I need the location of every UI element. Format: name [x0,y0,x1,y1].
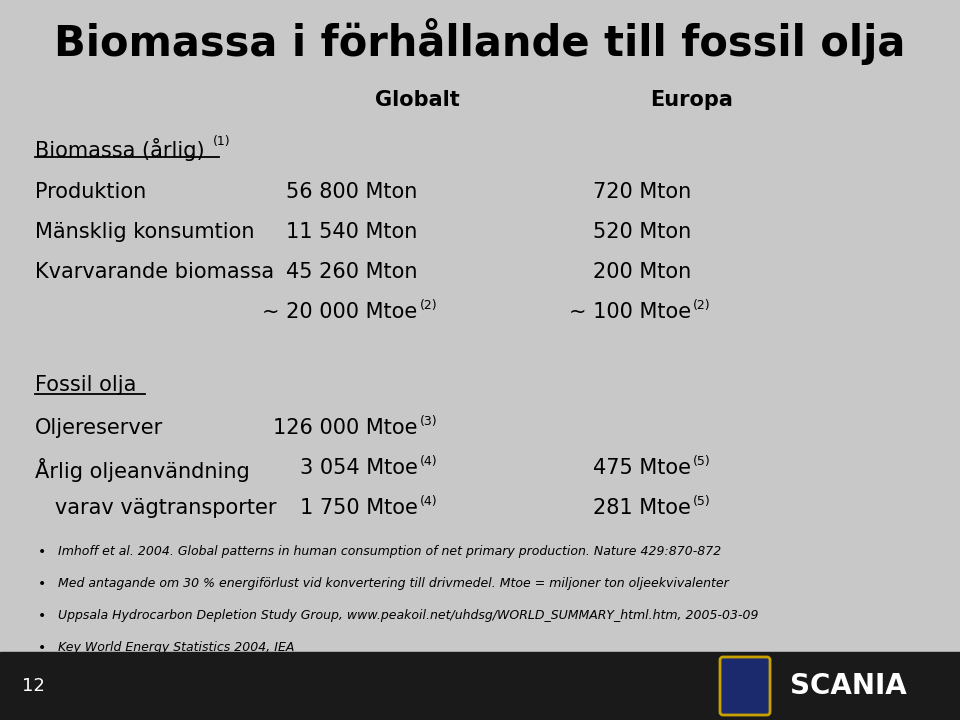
Text: (3): (3) [420,415,437,428]
Text: Oljereserver: Oljereserver [35,418,163,438]
Text: (2): (2) [693,299,710,312]
Text: •: • [37,673,46,687]
Text: SCANIA: SCANIA [790,672,907,700]
Text: ~ 20 000 Mtoe: ~ 20 000 Mtoe [262,302,418,322]
Text: 200 Mton: 200 Mton [593,262,691,282]
Text: 1 750 Mtoe: 1 750 Mtoe [300,498,418,518]
Text: (4): (4) [420,455,437,468]
Text: Med antagande om 30 % energiförlust vid konvertering till drivmedel. Mtoe = milj: Med antagande om 30 % energiförlust vid … [58,577,729,590]
Text: Europa: Europa [650,90,732,110]
Text: Globalt: Globalt [375,90,460,110]
Text: 11 540 Mton: 11 540 Mton [286,222,418,242]
Text: ~ 100 Mtoe: ~ 100 Mtoe [569,302,691,322]
Text: European Union Energy & Transport in figures 2004 edition. European Commission D: European Union Energy & Transport in fig… [58,673,636,686]
FancyBboxPatch shape [720,657,770,715]
Text: Biomassa (årlig): Biomassa (årlig) [35,138,204,161]
Text: Kvarvarande biomassa: Kvarvarande biomassa [35,262,275,282]
Text: Imhoff et al. 2004. Global patterns in human consumption of net primary producti: Imhoff et al. 2004. Global patterns in h… [58,545,721,558]
Text: •: • [37,577,46,591]
Text: •: • [37,545,46,559]
Text: varav vägtransporter: varav vägtransporter [35,498,276,518]
Text: (1): (1) [213,135,230,148]
Text: 3 054 Mtoe: 3 054 Mtoe [300,458,418,478]
Text: •: • [37,641,46,655]
Text: Uppsala Hydrocarbon Depletion Study Group, www.peakoil.net/uhdsg/WORLD_SUMMARY_h: Uppsala Hydrocarbon Depletion Study Grou… [58,609,758,622]
Text: 126 000 Mtoe: 126 000 Mtoe [273,418,418,438]
Text: Årlig oljeanvändning: Årlig oljeanvändning [35,458,250,482]
Text: 56 800 Mton: 56 800 Mton [286,182,418,202]
Text: 520 Mton: 520 Mton [593,222,691,242]
Text: Fossil olja: Fossil olja [35,375,136,395]
Bar [0,652,960,720]
Text: 12: 12 [22,677,45,695]
Text: Mänsklig konsumtion: Mänsklig konsumtion [35,222,254,242]
Text: •: • [37,609,46,623]
Text: (5): (5) [693,495,711,508]
Text: 281 Mtoe: 281 Mtoe [593,498,691,518]
Text: 475 Mtoe: 475 Mtoe [593,458,691,478]
Text: Key World Energy Statistics 2004, IEA: Key World Energy Statistics 2004, IEA [58,641,295,654]
Text: (5): (5) [693,455,711,468]
Text: (4): (4) [420,495,437,508]
Text: Biomassa i förhållande till fossil olja: Biomassa i förhållande till fossil olja [55,18,905,65]
Text: Produktion: Produktion [35,182,146,202]
Text: 45 260 Mton: 45 260 Mton [286,262,418,282]
Text: 720 Mton: 720 Mton [593,182,691,202]
Text: (2): (2) [420,299,437,312]
